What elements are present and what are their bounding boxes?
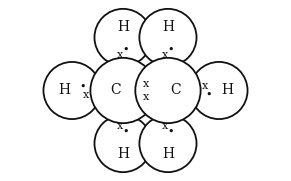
Text: H: H — [162, 20, 174, 34]
Text: x: x — [117, 121, 123, 131]
Text: •: • — [123, 45, 129, 55]
Text: H: H — [117, 20, 129, 34]
Text: H: H — [162, 147, 174, 161]
Text: •: • — [168, 126, 174, 136]
Text: H: H — [221, 83, 233, 98]
Text: x: x — [83, 90, 89, 100]
Text: x: x — [162, 50, 168, 60]
Circle shape — [95, 115, 152, 172]
Circle shape — [190, 62, 248, 119]
Circle shape — [139, 9, 196, 66]
Circle shape — [91, 58, 156, 123]
Text: C: C — [111, 83, 121, 98]
Text: x: x — [142, 92, 149, 102]
Text: x: x — [142, 79, 149, 89]
Text: x: x — [162, 121, 168, 131]
Text: x: x — [117, 50, 123, 60]
Text: •: • — [79, 81, 86, 91]
Text: x: x — [202, 81, 208, 91]
Circle shape — [139, 115, 196, 172]
Circle shape — [43, 62, 101, 119]
Text: H: H — [58, 83, 70, 98]
Text: •: • — [123, 126, 129, 136]
Text: C: C — [170, 83, 180, 98]
Circle shape — [135, 58, 200, 123]
Text: •: • — [168, 45, 174, 55]
Circle shape — [95, 9, 152, 66]
Text: •: • — [205, 90, 212, 100]
Text: H: H — [117, 147, 129, 161]
